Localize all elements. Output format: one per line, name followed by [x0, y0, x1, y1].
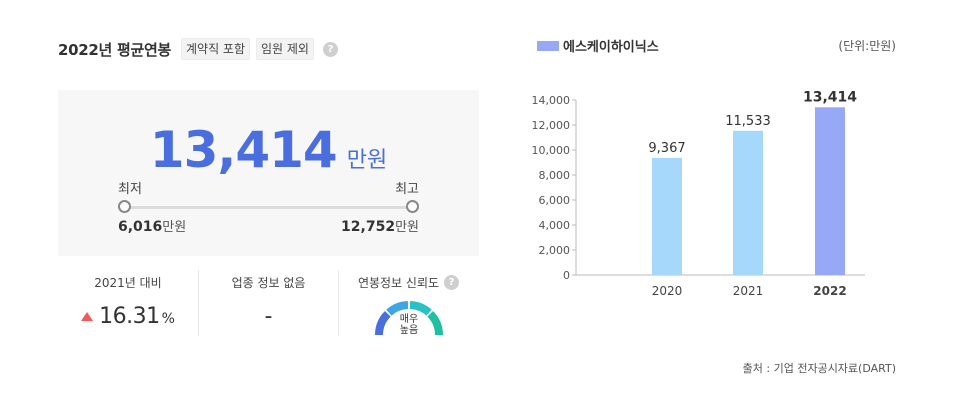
gauge-segment-1	[375, 310, 391, 336]
min-salary-unit: 만원	[162, 220, 187, 235]
y-tick-label: 14,000	[532, 94, 571, 107]
reliability-gauge-icon	[375, 301, 443, 336]
y-tick-label: 12,000	[532, 119, 571, 132]
max-salary-value: 12,752	[341, 219, 396, 235]
y-tick-label: 8,000	[539, 169, 571, 182]
x-tick-label-2022: 2022	[813, 284, 846, 298]
x-tick-label-2021: 2021	[733, 284, 764, 298]
chart-legend: 에스케이하이닉스	[537, 36, 659, 55]
reliability-stat: 연봉정보 신뢰도 ? 매우 높음	[338, 270, 478, 336]
y-tick-label: 4,000	[539, 219, 571, 232]
gauge-segment-2	[386, 301, 409, 316]
reliability-line-1: 매우	[399, 314, 419, 325]
y-tick-label: 0	[563, 269, 570, 282]
contract-included-badge: 계약직 포함	[180, 38, 250, 60]
min-salary: 6,016만원	[118, 216, 186, 235]
up-arrow-icon	[81, 312, 94, 321]
data-source: 출처 : 기업 전자공시자료(DART)	[742, 362, 896, 375]
salary-stats: 2021년 대비 16.31 % 업종 정보 없음 - 연봉정보 신뢰도 ? 매…	[58, 270, 479, 336]
gauge-segment-4	[427, 310, 443, 336]
growth-value-row: 16.31 %	[58, 304, 198, 329]
y-tick-label: 2,000	[539, 244, 571, 257]
bar-2020	[652, 157, 682, 275]
data-label-2020: 9,367	[648, 141, 685, 156]
reliability-label: 연봉정보 신뢰도	[357, 276, 440, 290]
industry-value: -	[264, 304, 273, 329]
growth-value: 16.31	[99, 304, 160, 329]
salary-bar-chart: 0 2,000 4,000 6,000 8,000 10,000 12,000 14,000 9…	[532, 89, 865, 298]
reliability-value: 매우 높음	[372, 314, 446, 336]
max-salary: 12,752만원	[341, 216, 419, 235]
help-icon[interactable]: ?	[322, 41, 338, 57]
gauge-segment-3	[409, 301, 432, 316]
min-label: 최저	[118, 182, 142, 197]
page-title: 2022년 평균연봉	[58, 40, 171, 59]
average-salary: 13,414 만원	[58, 120, 479, 180]
reliability-line-2: 높음	[399, 325, 419, 336]
y-tick-label: 6,000	[539, 194, 571, 207]
max-marker-icon	[406, 200, 419, 213]
max-label: 최고	[395, 182, 419, 197]
bar-2022	[815, 107, 845, 275]
salary-header: 2022년 평균연봉 계약직 포함 임원 제외 ?	[58, 36, 338, 62]
min-marker-icon	[118, 200, 131, 213]
legend-company-name: 에스케이하이닉스	[563, 40, 659, 55]
x-tick-label-2020: 2020	[652, 284, 683, 298]
average-salary-unit: 만원	[346, 148, 388, 173]
min-salary-value: 6,016	[118, 219, 163, 235]
growth-label: 2021년 대비	[94, 276, 162, 290]
data-label-2022: 13,414	[803, 89, 857, 105]
growth-stat: 2021년 대비 16.31 %	[58, 270, 198, 336]
legend-swatch	[537, 40, 559, 51]
industry-stat: 업종 정보 없음 -	[198, 270, 338, 336]
average-salary-value: 13,414	[149, 121, 338, 179]
salary-range-track	[124, 206, 412, 209]
growth-unit: %	[161, 311, 175, 327]
executive-excluded-badge: 임원 제외	[256, 38, 314, 60]
y-tick-label: 10,000	[532, 144, 571, 157]
max-salary-unit: 만원	[395, 220, 419, 235]
chart-unit-label: (단위:만원)	[838, 39, 896, 53]
average-salary-panel: 13,414 만원 최저 최고 6,016만원 12,752만원	[58, 90, 479, 256]
reliability-header: 연봉정보 신뢰도 ?	[339, 274, 478, 291]
bar-2021	[733, 130, 763, 275]
data-label-2021: 11,533	[725, 114, 771, 129]
help-icon[interactable]: ?	[444, 275, 460, 290]
industry-label: 업종 정보 없음	[231, 276, 306, 290]
